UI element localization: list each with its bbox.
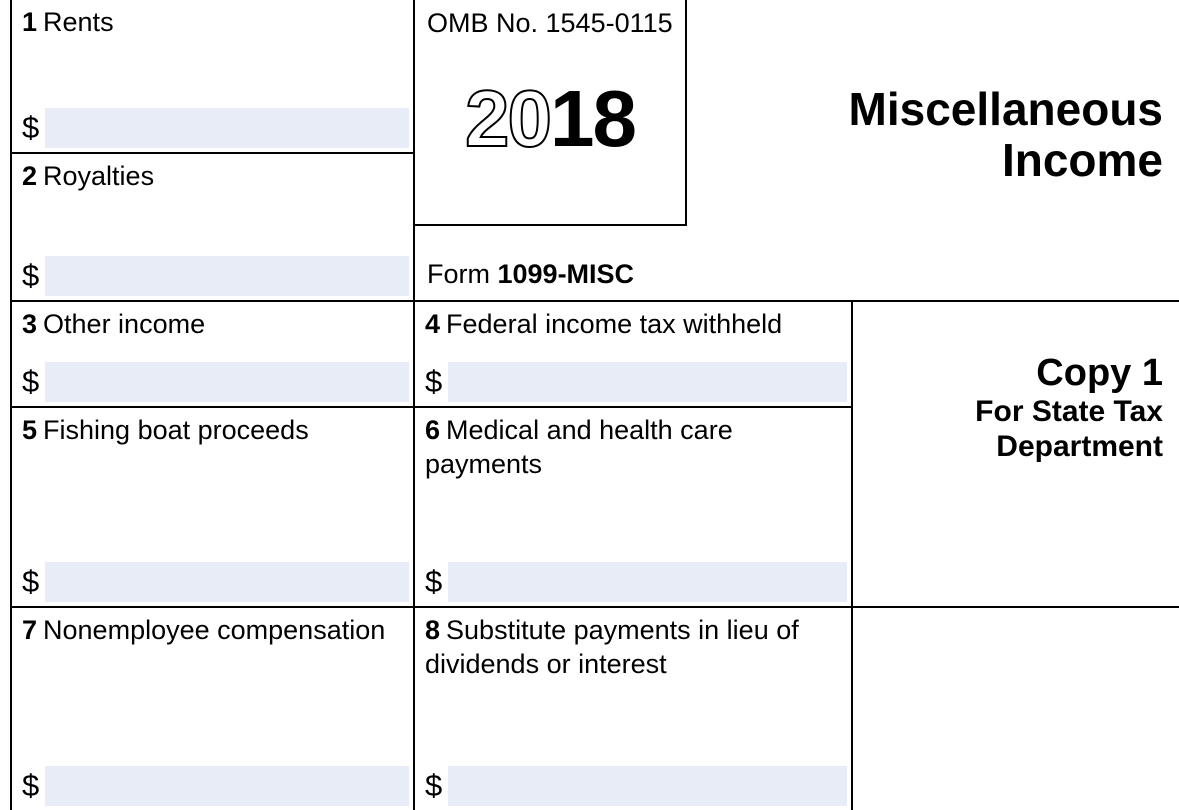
- dollar-sign: $: [415, 564, 448, 604]
- box-5-num: 5: [22, 415, 37, 445]
- box-7-text: Nonemployee compensation: [43, 615, 385, 645]
- box-7-input[interactable]: [45, 766, 409, 806]
- dollar-sign: $: [415, 768, 448, 808]
- box-6-input[interactable]: [448, 562, 847, 602]
- box-6-text: Medical and health care payments: [425, 415, 733, 479]
- box-4-input[interactable]: [448, 362, 847, 402]
- copy-sub1: For State Tax: [975, 395, 1163, 430]
- box-4-text: Federal income tax withheld: [446, 309, 782, 339]
- right-sep-1: [851, 300, 1179, 302]
- box-4-fed-tax-withheld: 4Federal income tax withheld $: [413, 300, 853, 408]
- dollar-sign: $: [12, 364, 45, 404]
- box-7-num: 7: [22, 615, 37, 645]
- box-3-num: 3: [22, 309, 37, 339]
- box-8-substitute-payments: 8Substitute payments in lieu of dividend…: [413, 606, 853, 810]
- title-line2: Income: [849, 135, 1163, 186]
- year-outline: 20: [465, 74, 550, 163]
- box-2-input[interactable]: [45, 256, 409, 296]
- box-2-royalties: 2Royalties $: [10, 152, 415, 302]
- box-4-label: 4Federal income tax withheld: [415, 302, 851, 342]
- box-7-label: 7Nonemployee compensation: [12, 608, 413, 648]
- omb-number: OMB No. 1545-0115: [415, 0, 685, 39]
- form-prefix: Form: [427, 259, 498, 289]
- box-4-num: 4: [425, 309, 440, 339]
- box-2-num: 2: [22, 161, 37, 191]
- box-1-text: Rents: [43, 7, 114, 37]
- dollar-sign: $: [12, 768, 45, 808]
- box-1-input[interactable]: [45, 108, 409, 148]
- box-5-text: Fishing boat proceeds: [43, 415, 309, 445]
- box-3-input[interactable]: [45, 362, 409, 402]
- box-6-medical: 6Medical and health care payments $: [413, 406, 853, 608]
- box-1-label: 1Rents: [12, 0, 413, 40]
- box-3-other-income: 3Other income $: [10, 300, 415, 408]
- tax-year: 2018: [415, 73, 685, 165]
- box-2-label: 2Royalties: [12, 154, 413, 194]
- box-6-label: 6Medical and health care payments: [415, 408, 851, 482]
- box-1-num: 1: [22, 7, 37, 37]
- header-cell: OMB No. 1545-0115 2018: [413, 0, 687, 226]
- form-title: Miscellaneous Income: [849, 84, 1163, 185]
- box-5-label: 5Fishing boat proceeds: [12, 408, 413, 448]
- year-solid: 18: [550, 74, 635, 163]
- form-name: Form 1099-MISC: [415, 259, 634, 290]
- copy-sub2: Department: [975, 430, 1163, 465]
- form-1099-misc: 1Rents $ 2Royalties $ OMB No. 1545-0115 …: [0, 0, 1179, 810]
- box-5-fishing-boat: 5Fishing boat proceeds $: [10, 406, 415, 608]
- box-1-rents: 1Rents $: [10, 0, 415, 154]
- box-3-label: 3Other income: [12, 302, 413, 342]
- box-8-label: 8Substitute payments in lieu of dividend…: [415, 608, 851, 682]
- box-8-input[interactable]: [448, 766, 847, 806]
- dollar-sign: $: [415, 364, 448, 404]
- dollar-sign: $: [12, 564, 45, 604]
- title-line1: Miscellaneous: [849, 84, 1163, 135]
- dollar-sign: $: [12, 258, 45, 298]
- box-2-text: Royalties: [43, 161, 154, 191]
- right-sep-2: [851, 606, 1179, 608]
- box-5-input[interactable]: [45, 562, 409, 602]
- form-code: 1099-MISC: [498, 259, 635, 289]
- copy-info: Copy 1 For State Tax Department: [975, 352, 1163, 464]
- dollar-sign: $: [12, 110, 45, 150]
- box-8-num: 8: [425, 615, 440, 645]
- form-name-cell: Form 1099-MISC: [413, 224, 853, 302]
- box-7-nonemployee-comp: 7Nonemployee compensation $: [10, 606, 415, 810]
- box-8-text: Substitute payments in lieu of dividends…: [425, 615, 799, 679]
- copy-label: Copy 1: [975, 352, 1163, 395]
- box-6-num: 6: [425, 415, 440, 445]
- box-3-text: Other income: [43, 309, 205, 339]
